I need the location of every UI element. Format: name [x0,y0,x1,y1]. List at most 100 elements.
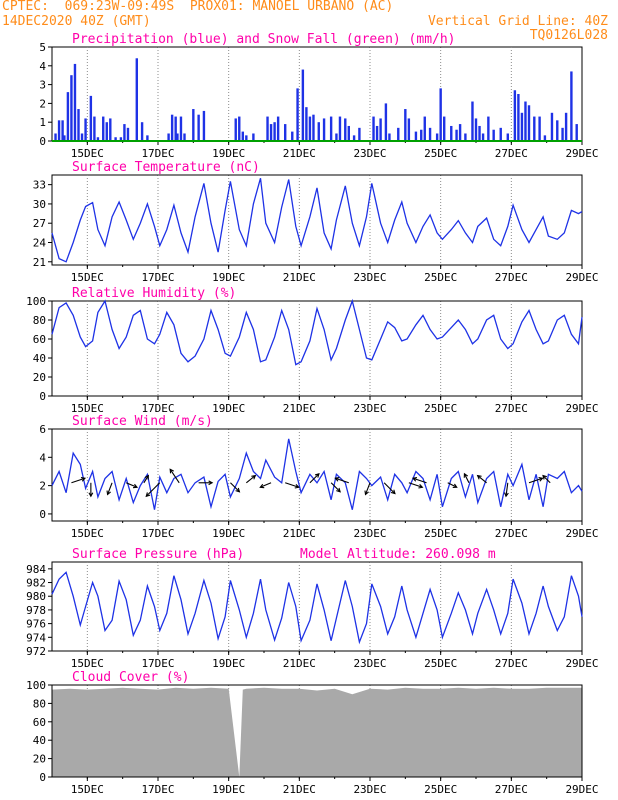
header-station: CPTEC: 069:23W-09:49S PROX01: MANOEL URB… [2,0,394,14]
y-tick-label: 4 [39,451,46,464]
x-tick-label: 27DEC [495,271,528,284]
plot-frame [51,561,583,652]
panel-title: Precipitation (blue) and Snow Fall (gree… [72,32,456,47]
precip-bar [291,131,294,141]
wind-arrow-head [418,483,424,489]
panel-title: Surface Temperature (nC) [72,160,260,175]
precip-bar [538,116,541,141]
x-tick-label: 21DEC [283,527,316,540]
x-tick-label: 23DEC [353,527,386,540]
panel-title: Surface Wind (m/s) [72,414,213,429]
x-tick-label: 15DEC [71,527,104,540]
precip-bar [234,118,237,141]
precip-bar [458,124,462,141]
y-tick-label: 974 [26,631,46,644]
precip-bar [192,109,195,141]
wind-arrow-head [336,487,341,493]
x-tick-label: 25DEC [424,527,457,540]
precip-bar [308,116,312,141]
panel-2 [48,298,583,400]
x-tick-label: 29DEC [565,271,598,284]
precip-bar [245,135,248,141]
y-tick-label: 40 [33,352,46,365]
y-tick-label: 982 [26,577,46,590]
panel-0 [48,46,583,145]
precip-bar [404,109,407,141]
precip-bar [174,116,177,141]
wind-arrow-head [169,468,174,474]
y-tick-label: 984 [26,563,46,576]
precip-bar [238,116,241,141]
precip-bar [322,118,326,141]
y-tick-label: 80 [33,314,46,327]
series-line [51,438,583,510]
header-model-code: TQ0126L028 [529,28,608,43]
precip-bar [407,118,411,141]
x-tick-label: 19DEC [212,147,245,160]
x-tick-label: 23DEC [353,783,386,796]
wind-arrow [463,473,470,484]
precip-bar [57,120,61,141]
x-tick-label: 15DEC [71,271,104,284]
wind-arrow-head [538,477,544,482]
precip-bar [146,135,149,141]
precip-bar [317,122,320,141]
wind-arrow [260,482,272,488]
wind-arrow-head [145,492,151,498]
precip-bar [105,122,108,141]
precip-bar [428,127,432,141]
plot-frame [51,300,583,397]
wind-arrow-head [132,483,139,489]
precip-bar [464,133,467,141]
precip-bar [379,118,382,141]
precip-bar [54,133,57,141]
precip-bar [439,88,442,141]
wind-arrow-head [259,483,265,489]
precip-bar [384,103,388,141]
x-tick-label: 29DEC [565,527,598,540]
x-tick-label: 19DEC [212,527,245,540]
panel-1 [48,174,583,269]
y-tick-label: 972 [26,645,46,658]
precip-bar [455,129,458,141]
precip-bar [126,127,130,141]
precip-bar [123,124,126,141]
precip-bar [347,125,350,141]
precip-bar [564,112,568,141]
x-tick-label: 29DEC [565,657,598,670]
cloud-area [52,687,582,777]
precip-bar [114,137,117,141]
y-tick-label: 100 [26,295,46,308]
x-tick-label: 17DEC [141,147,174,160]
precip-bar [197,114,200,141]
precip-bar [435,133,439,141]
precip-bar [570,71,573,141]
y-tick-label: 2 [39,97,46,110]
precip-bar [179,116,183,141]
x-tick-label: 23DEC [353,271,386,284]
wind-arrow-head [80,477,87,482]
wind-arrow [383,482,396,494]
y-tick-label: 1 [39,116,46,129]
precip-bar [561,127,564,141]
panel-4 [48,561,583,655]
y-tick-label: 0 [39,508,46,521]
precip-bar [358,127,361,141]
y-tick-label: 33 [33,179,46,192]
y-tick-label: 4 [39,60,46,73]
y-tick-label: 24 [33,237,47,250]
wind-arrow [245,475,256,484]
precip-bar [73,63,77,141]
precip-bar [102,116,105,141]
wind-arrow-head [208,480,214,486]
precip-bar [375,125,379,141]
wind-arrow [309,473,320,484]
wind-arrow [364,482,371,495]
wind-arrow [528,477,543,484]
y-tick-label: 980 [26,590,46,603]
x-tick-label: 15DEC [71,657,104,670]
x-tick-label: 25DEC [424,271,457,284]
y-tick-label: 6 [39,423,46,436]
precip-bar [543,135,547,141]
y-tick-label: 978 [26,604,46,617]
